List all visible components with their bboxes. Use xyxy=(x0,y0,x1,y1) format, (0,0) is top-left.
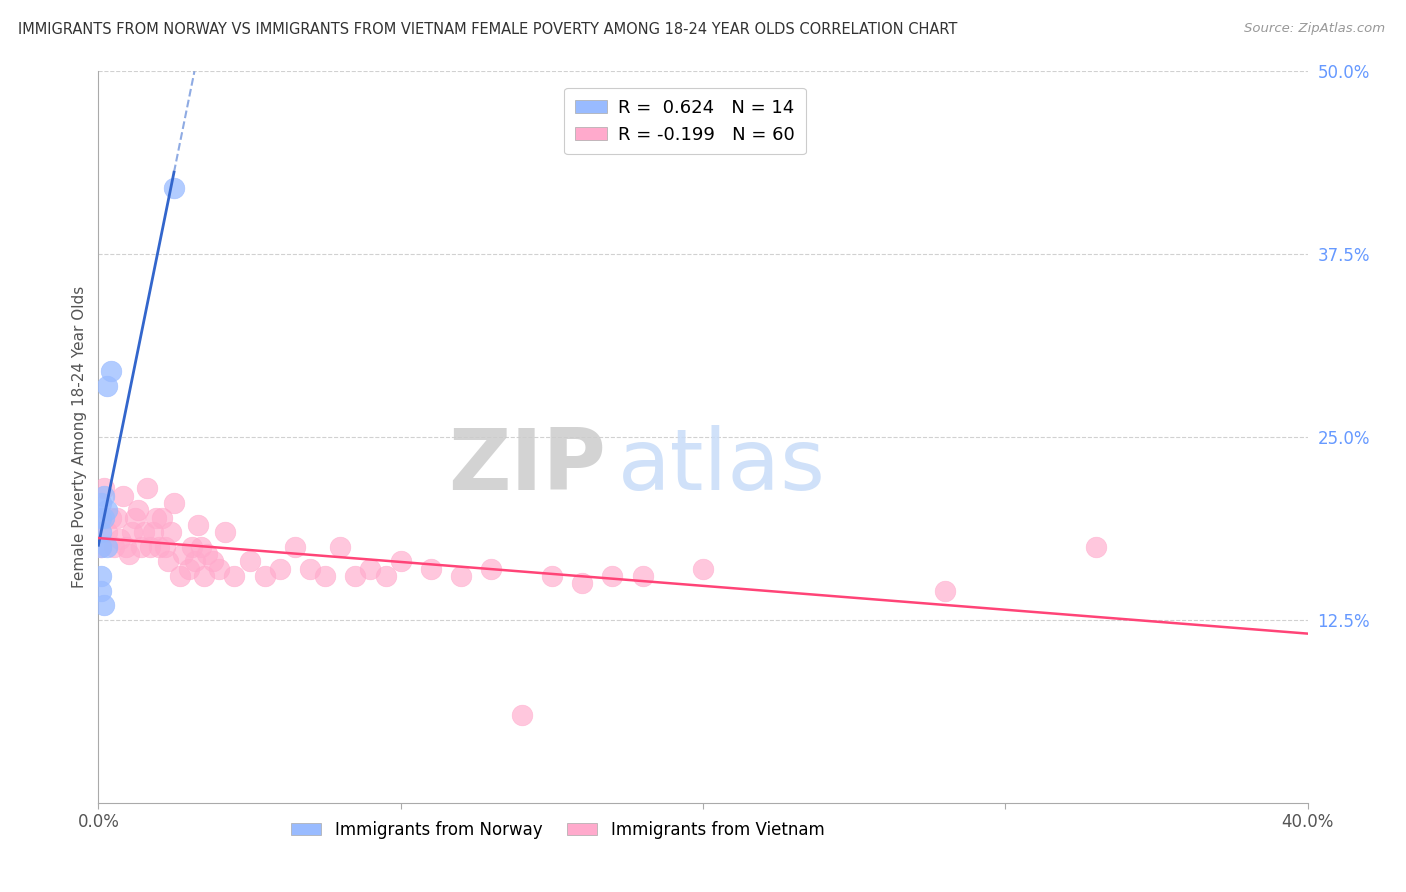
Point xyxy=(602,569,624,583)
Point xyxy=(187,517,209,532)
Point xyxy=(184,554,207,568)
Point xyxy=(934,583,956,598)
Point xyxy=(195,547,218,561)
Point xyxy=(179,562,201,576)
Point xyxy=(93,489,115,503)
Point xyxy=(90,583,112,598)
Point xyxy=(190,540,212,554)
Point xyxy=(139,540,162,554)
Point xyxy=(90,540,112,554)
Point xyxy=(111,489,134,503)
Point xyxy=(108,533,131,547)
Point xyxy=(156,554,179,568)
Point xyxy=(224,569,246,583)
Point xyxy=(145,510,167,524)
Point xyxy=(269,562,291,576)
Point xyxy=(105,510,128,524)
Point xyxy=(90,525,112,540)
Text: IMMIGRANTS FROM NORWAY VS IMMIGRANTS FROM VIETNAM FEMALE POVERTY AMONG 18-24 YEA: IMMIGRANTS FROM NORWAY VS IMMIGRANTS FRO… xyxy=(18,22,957,37)
Point xyxy=(344,569,367,583)
Point xyxy=(1085,540,1108,554)
Point xyxy=(160,525,183,540)
Point xyxy=(150,510,173,524)
Point xyxy=(93,599,115,613)
Point xyxy=(90,510,112,524)
Point xyxy=(142,525,165,540)
Point xyxy=(540,569,562,583)
Point xyxy=(208,562,231,576)
Point xyxy=(93,481,115,495)
Point xyxy=(181,540,204,554)
Point xyxy=(90,569,112,583)
Y-axis label: Female Poverty Among 18-24 Year Olds: Female Poverty Among 18-24 Year Olds xyxy=(72,286,87,588)
Point xyxy=(284,540,307,554)
Point xyxy=(510,708,533,723)
Point xyxy=(193,569,215,583)
Point xyxy=(481,562,503,576)
Point xyxy=(631,569,654,583)
Text: atlas: atlas xyxy=(619,425,827,508)
Point xyxy=(571,576,593,591)
Point xyxy=(299,562,322,576)
Point xyxy=(114,540,136,554)
Point xyxy=(163,496,186,510)
Point xyxy=(96,503,118,517)
Point xyxy=(90,540,112,554)
Point xyxy=(163,181,186,195)
Point xyxy=(127,503,149,517)
Point xyxy=(129,540,152,554)
Point xyxy=(124,510,146,524)
Point xyxy=(96,379,118,393)
Point xyxy=(360,562,382,576)
Point xyxy=(96,540,118,554)
Point xyxy=(93,510,115,524)
Point xyxy=(389,554,412,568)
Text: Source: ZipAtlas.com: Source: ZipAtlas.com xyxy=(1244,22,1385,36)
Point xyxy=(153,540,176,554)
Point xyxy=(103,540,125,554)
Point xyxy=(100,510,122,524)
Point xyxy=(172,547,194,561)
Point xyxy=(118,547,141,561)
Point xyxy=(420,562,443,576)
Point xyxy=(329,540,352,554)
Point xyxy=(314,569,336,583)
Legend: Immigrants from Norway, Immigrants from Vietnam: Immigrants from Norway, Immigrants from … xyxy=(284,814,831,846)
Point xyxy=(121,525,143,540)
Point xyxy=(132,525,155,540)
Point xyxy=(239,554,262,568)
Point xyxy=(100,364,122,378)
Point xyxy=(253,569,276,583)
Point xyxy=(692,562,714,576)
Point xyxy=(214,525,236,540)
Point xyxy=(450,569,472,583)
Text: ZIP: ZIP xyxy=(449,425,606,508)
Point xyxy=(202,554,225,568)
Point xyxy=(148,540,170,554)
Point xyxy=(90,496,112,510)
Point xyxy=(135,481,157,495)
Point xyxy=(169,569,191,583)
Point xyxy=(374,569,396,583)
Point xyxy=(96,525,118,540)
